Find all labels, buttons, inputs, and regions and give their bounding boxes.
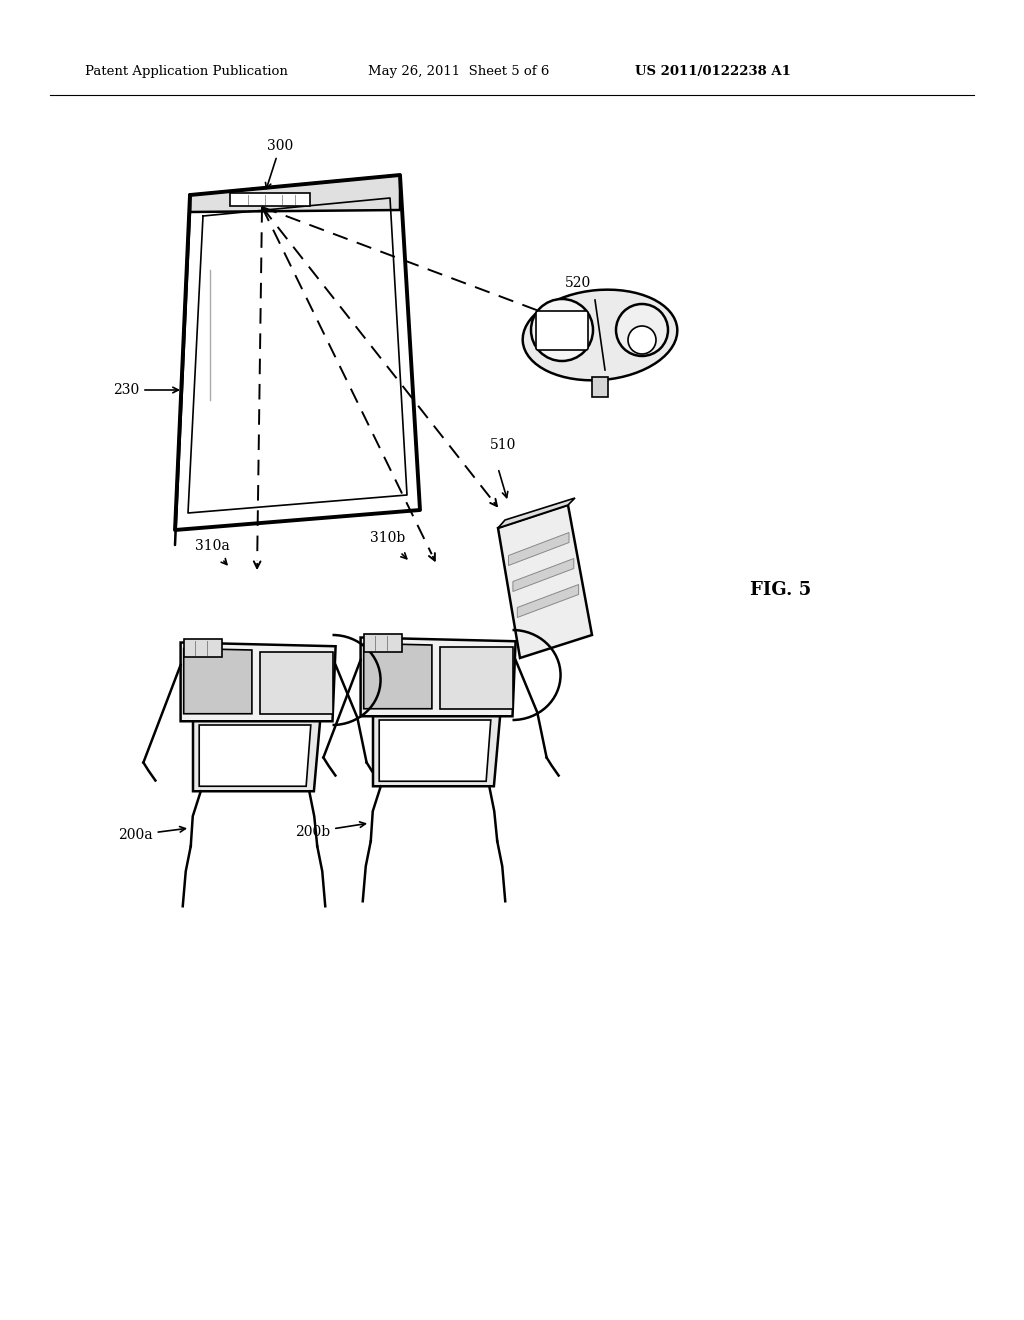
Polygon shape bbox=[517, 585, 579, 618]
Text: 200a: 200a bbox=[118, 826, 185, 842]
Text: 520: 520 bbox=[565, 276, 591, 290]
Polygon shape bbox=[509, 532, 569, 565]
Polygon shape bbox=[193, 721, 321, 791]
Ellipse shape bbox=[616, 304, 668, 356]
Text: 230: 230 bbox=[113, 383, 178, 397]
Circle shape bbox=[628, 326, 656, 354]
Polygon shape bbox=[373, 717, 500, 787]
Polygon shape bbox=[513, 558, 573, 591]
Polygon shape bbox=[498, 506, 592, 657]
Polygon shape bbox=[439, 647, 512, 709]
Text: Patent Application Publication: Patent Application Publication bbox=[85, 66, 288, 78]
Text: 310b: 310b bbox=[370, 531, 406, 545]
Bar bbox=[592, 378, 608, 397]
Text: 510: 510 bbox=[490, 438, 516, 451]
Ellipse shape bbox=[522, 289, 677, 380]
Polygon shape bbox=[200, 725, 311, 787]
Ellipse shape bbox=[531, 300, 593, 360]
FancyBboxPatch shape bbox=[536, 312, 588, 350]
Polygon shape bbox=[360, 638, 516, 717]
Polygon shape bbox=[260, 652, 333, 714]
Polygon shape bbox=[190, 176, 400, 213]
Bar bbox=[230, 193, 310, 206]
Bar bbox=[364, 634, 401, 652]
Text: 300: 300 bbox=[265, 139, 293, 189]
Polygon shape bbox=[180, 643, 336, 721]
Polygon shape bbox=[364, 644, 432, 709]
Text: FIG. 5: FIG. 5 bbox=[750, 581, 811, 599]
Bar bbox=[183, 639, 222, 657]
Polygon shape bbox=[498, 498, 575, 528]
Text: May 26, 2011  Sheet 5 of 6: May 26, 2011 Sheet 5 of 6 bbox=[368, 66, 549, 78]
Text: 200b: 200b bbox=[295, 822, 366, 840]
Polygon shape bbox=[183, 648, 252, 714]
Text: US 2011/0122238 A1: US 2011/0122238 A1 bbox=[635, 66, 791, 78]
Polygon shape bbox=[175, 195, 190, 545]
Text: 310a: 310a bbox=[195, 539, 229, 553]
Polygon shape bbox=[379, 719, 490, 781]
